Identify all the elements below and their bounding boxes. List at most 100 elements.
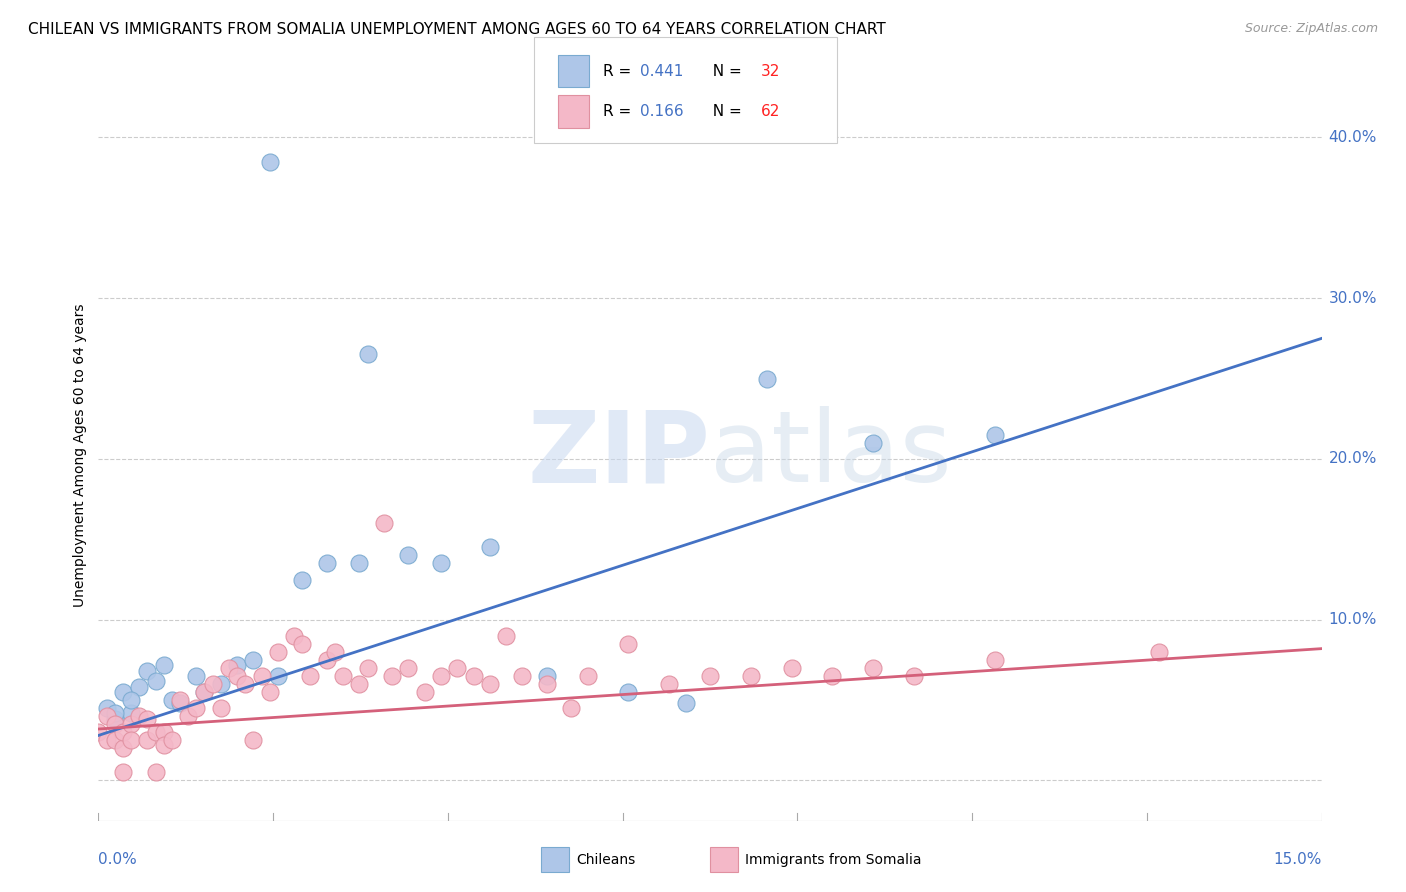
Point [160, 693, 183, 707]
Point [186, 701, 208, 715]
Text: ZIP: ZIP [527, 407, 710, 503]
Point [862, 435, 884, 450]
Point [396, 661, 419, 675]
Text: R =: R = [603, 64, 637, 78]
Point [96, 733, 118, 747]
Point [862, 661, 884, 675]
Point [267, 645, 290, 659]
Point [315, 653, 337, 667]
Text: 30.0%: 30.0% [1329, 291, 1376, 306]
Point [218, 661, 240, 675]
Point [446, 661, 468, 675]
Text: R =: R = [603, 104, 637, 119]
Point [740, 669, 762, 683]
Point [658, 677, 681, 691]
Point [104, 706, 127, 720]
Point [259, 685, 281, 699]
Point [259, 154, 281, 169]
Point [96, 709, 118, 723]
Point [145, 673, 167, 688]
Point [104, 717, 127, 731]
Text: 40.0%: 40.0% [1329, 130, 1376, 145]
Point [169, 696, 191, 710]
Point [430, 557, 453, 571]
Point [120, 733, 142, 747]
Point [283, 629, 305, 643]
Point [413, 685, 436, 699]
Text: 32: 32 [761, 64, 780, 78]
Point [617, 685, 640, 699]
Point [145, 765, 167, 780]
Point [193, 685, 215, 699]
Text: N =: N = [703, 64, 747, 78]
Point [821, 669, 844, 683]
Point [209, 701, 232, 715]
Point [242, 653, 264, 667]
Point [136, 733, 159, 747]
Point [104, 733, 127, 747]
Point [111, 725, 134, 739]
Point [111, 765, 134, 780]
Text: Source: ZipAtlas.com: Source: ZipAtlas.com [1244, 22, 1378, 36]
Text: 0.441: 0.441 [640, 64, 683, 78]
Point [186, 669, 208, 683]
Point [984, 653, 1007, 667]
Point [299, 669, 322, 683]
Point [136, 712, 159, 726]
Point [903, 669, 925, 683]
Point [560, 701, 582, 715]
Point [463, 669, 485, 683]
Point [478, 541, 501, 555]
Point [291, 573, 314, 587]
Y-axis label: Unemployment Among Ages 60 to 64 years: Unemployment Among Ages 60 to 64 years [73, 303, 87, 607]
Point [177, 709, 200, 723]
Point [349, 677, 371, 691]
Text: 10.0%: 10.0% [1329, 612, 1376, 627]
Point [152, 738, 174, 752]
Point [209, 677, 232, 691]
Point [381, 669, 404, 683]
Point [675, 696, 697, 710]
Point [332, 669, 354, 683]
Text: Chileans: Chileans [576, 853, 636, 867]
Point [193, 685, 215, 699]
Point [136, 664, 159, 678]
Text: CHILEAN VS IMMIGRANTS FROM SOMALIA UNEMPLOYMENT AMONG AGES 60 TO 64 YEARS CORREL: CHILEAN VS IMMIGRANTS FROM SOMALIA UNEMP… [28, 22, 886, 37]
Point [152, 725, 174, 739]
Point [512, 669, 534, 683]
Point [1147, 645, 1170, 659]
Point [120, 717, 142, 731]
Point [396, 549, 419, 563]
Point [780, 661, 803, 675]
Point [120, 693, 142, 707]
Point [984, 427, 1007, 442]
Point [267, 669, 290, 683]
Point [373, 516, 395, 531]
Point [430, 669, 453, 683]
Point [226, 657, 249, 672]
Point [617, 637, 640, 651]
Text: atlas: atlas [710, 407, 952, 503]
Text: 15.0%: 15.0% [1274, 852, 1322, 867]
Text: 62: 62 [761, 104, 780, 119]
Point [128, 709, 150, 723]
Text: 20.0%: 20.0% [1329, 451, 1376, 467]
Text: 0.0%: 0.0% [98, 852, 138, 867]
Point [160, 733, 183, 747]
Point [201, 677, 224, 691]
Point [169, 693, 191, 707]
Point [356, 661, 378, 675]
Point [87, 725, 110, 739]
Point [233, 677, 256, 691]
Point [536, 669, 558, 683]
Point [226, 669, 249, 683]
Point [756, 371, 779, 385]
Point [291, 637, 314, 651]
Point [495, 629, 517, 643]
Point [104, 712, 127, 726]
Text: N =: N = [703, 104, 747, 119]
Point [145, 725, 167, 739]
Point [250, 669, 273, 683]
Point [478, 677, 501, 691]
Point [699, 669, 721, 683]
